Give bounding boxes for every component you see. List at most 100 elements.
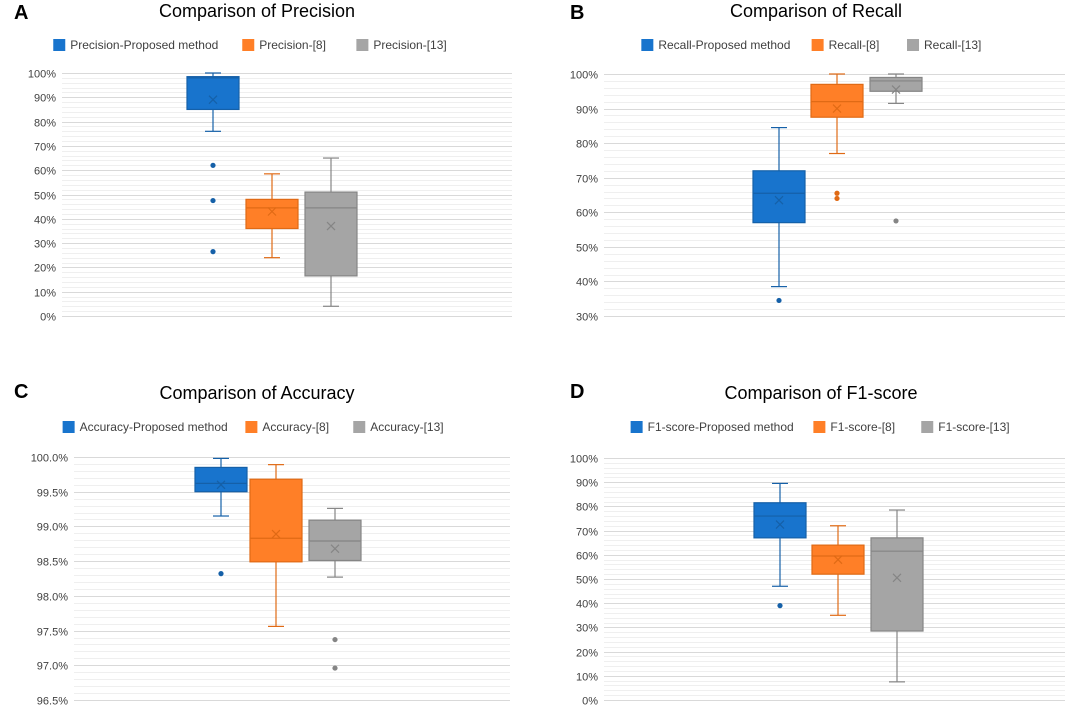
y-tick-label: 80% xyxy=(576,502,598,514)
box-series xyxy=(245,173,299,259)
y-tick-label: 60% xyxy=(34,166,56,178)
y-tick-label: 70% xyxy=(34,142,56,154)
y-tick-label: 98.0% xyxy=(37,592,68,604)
legend-item: Precision-[13] xyxy=(356,38,447,52)
legend-item: Recall-[8] xyxy=(811,38,880,52)
box xyxy=(304,191,358,277)
legend-swatch xyxy=(921,421,934,433)
mean-marker xyxy=(267,207,277,216)
legend-swatch xyxy=(245,421,258,433)
panel-label: B xyxy=(570,2,584,24)
box-series xyxy=(194,457,248,577)
box xyxy=(810,83,864,118)
y-tick-label: 96.5% xyxy=(37,696,68,707)
legend: Recall-Proposed method Recall-[8] Recall-[… xyxy=(641,38,981,52)
box xyxy=(245,198,299,230)
legend-item: Accuracy-[8] xyxy=(245,420,329,434)
y-tick-label: 90% xyxy=(34,93,56,105)
mean-marker xyxy=(330,544,340,554)
outlier-point xyxy=(332,665,338,671)
box-series xyxy=(870,509,924,683)
legend-label: F1-score-[13] xyxy=(938,420,1009,434)
outlier-point xyxy=(218,571,224,577)
box-series xyxy=(308,507,362,671)
outlier-point xyxy=(210,162,216,168)
legend-item: Accuracy-Proposed method xyxy=(62,420,228,434)
legend-swatch xyxy=(811,39,824,51)
chart-title: Comparison of F1-score xyxy=(724,383,917,403)
y-tick-label: 0% xyxy=(40,312,56,324)
legend-label: F1-score-Proposed method xyxy=(648,420,794,434)
legend-item: Precision-[8] xyxy=(242,38,326,52)
mean-marker xyxy=(832,104,842,113)
legend-item: Recall-Proposed method xyxy=(641,38,790,52)
legend-item: F1-score-[13] xyxy=(921,420,1010,434)
chart-panel-accuracy: C Comparison of Accuracy Accuracy-Proposed… xyxy=(14,381,510,708)
y-tick-label: 99.0% xyxy=(37,522,68,534)
outlier-point xyxy=(893,218,899,224)
y-tick-label: 50% xyxy=(34,191,56,203)
legend-item: F1-score-Proposed method xyxy=(630,420,794,434)
box xyxy=(753,502,807,539)
outlier-point xyxy=(332,636,338,643)
legend-label: Accuracy-Proposed method xyxy=(80,420,228,434)
box-series xyxy=(752,126,806,304)
box-series xyxy=(753,482,807,609)
y-tick-label: 50% xyxy=(576,243,598,255)
chart-title: Comparison of Precision xyxy=(159,1,355,21)
legend-label: Accuracy-[8] xyxy=(262,420,329,434)
panel-label: A xyxy=(14,2,28,24)
chart-panel-precision: A Comparison of Precision Precision-Propos… xyxy=(14,1,512,324)
box xyxy=(752,170,806,224)
legend-swatch xyxy=(53,39,66,51)
legend-label: Precision-[13] xyxy=(373,38,446,52)
legend-label: Recall-[8] xyxy=(829,38,880,52)
y-tick-label: 30% xyxy=(34,239,56,251)
mean-marker xyxy=(833,555,843,565)
legend-item: Recall-[13] xyxy=(907,38,981,52)
y-tick-label: 80% xyxy=(576,139,598,151)
box-series xyxy=(249,464,303,628)
panel-label: C xyxy=(14,381,28,403)
legend-swatch xyxy=(813,421,826,433)
legend-item: Precision-Proposed method xyxy=(53,38,218,52)
legend: Precision-Proposed method Precision-[8] Pr… xyxy=(53,38,447,52)
legend-label: Precision-Proposed method xyxy=(70,38,218,52)
gridlines: 30% 40% 50% 60% 70% 80% 90% 100% xyxy=(570,70,1065,324)
y-tick-label: 0% xyxy=(582,696,598,707)
y-tick-label: 100% xyxy=(570,454,598,466)
legend-swatch xyxy=(353,421,366,433)
y-tick-label: 60% xyxy=(576,551,598,563)
y-tick-label: 60% xyxy=(576,208,598,220)
legend: F1-score-Proposed method F1-score-[8] F1-s… xyxy=(630,420,1010,434)
legend-swatch xyxy=(641,39,654,51)
y-tick-label: 20% xyxy=(34,263,56,275)
legend: Accuracy-Proposed method Accuracy-[8] Accu… xyxy=(62,420,444,434)
mean-marker xyxy=(774,195,784,205)
mean-marker xyxy=(208,95,218,105)
y-tick-label: 30% xyxy=(576,623,598,635)
chart-title: Comparison of Recall xyxy=(730,1,902,21)
box xyxy=(249,478,303,563)
legend-label: Accuracy-[13] xyxy=(370,420,443,434)
y-tick-label: 99.5% xyxy=(37,488,68,500)
legend-swatch xyxy=(242,39,255,51)
legend-item: Accuracy-[13] xyxy=(353,420,444,434)
box-series xyxy=(869,73,923,224)
y-tick-label: 97.5% xyxy=(37,627,68,639)
y-tick-label: 40% xyxy=(34,215,56,227)
box-series xyxy=(811,525,865,616)
y-tick-label: 70% xyxy=(576,527,598,539)
outlier-point xyxy=(210,197,216,204)
mean-marker xyxy=(216,480,226,490)
outlier-point xyxy=(777,603,783,609)
y-tick-label: 98.5% xyxy=(37,557,68,569)
box-series xyxy=(810,73,864,202)
box-series xyxy=(304,157,358,307)
y-tick-label: 97.0% xyxy=(37,661,68,673)
mean-marker xyxy=(891,85,901,94)
chart-panel-f1score: D Comparison of F1-score F1-score-Proposed… xyxy=(570,381,1065,708)
y-tick-label: 100.0% xyxy=(31,453,69,465)
box-series xyxy=(186,72,240,255)
